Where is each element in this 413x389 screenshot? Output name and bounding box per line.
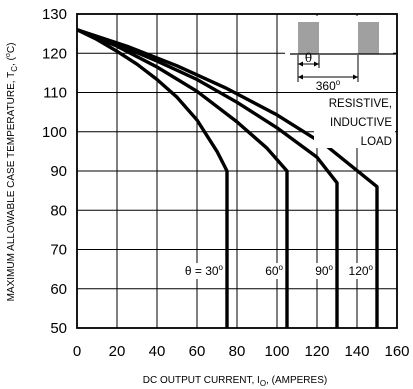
series-label-bg [342,263,375,280]
load-note-line-2: INDUCTIVE [330,117,392,129]
y-tick-label: 50 [50,320,67,337]
x-tick-labels: 0 20 40 60 80 100 120 140 160 [73,343,410,360]
series-label-bg [259,263,285,280]
y-tick-label: 60 [50,281,67,298]
series-line-1 [76,28,229,328]
series-labels: θ = 30o 60o 90o 120o [171,263,375,280]
x-tick-label: 20 [109,343,126,360]
series-label-1: θ = 30o [185,263,224,278]
pulse-2 [358,22,379,54]
waveform-inset: θ 360o [285,16,396,93]
y-tick-label: 70 [50,242,67,259]
y-tick-labels: 50 60 70 80 90 100 110 120 130 [42,6,67,337]
y-tick-label: 100 [42,124,67,141]
series-group [76,28,379,328]
load-note-line-3: LOAD [361,136,392,148]
x-axis-label: DC OUTPUT CURRENT, IO, (AMPERES) [143,375,327,388]
series-line-4 [76,28,379,328]
series-line-2 [76,28,289,328]
plot-frame [76,13,398,329]
x-tick-label: 140 [344,343,369,360]
y-tick-label: 90 [50,163,67,180]
inset-theta-label: θ [305,51,312,65]
load-note: RESISTIVE, INDUCTIVE LOAD [314,93,395,148]
x-tick-label: 120 [304,343,329,360]
series-label-bg [171,263,225,280]
series-label-4: 120o [349,263,374,278]
x-tick-label: 60 [189,343,206,360]
series-line-3 [76,28,339,328]
series-label-3: 90o [315,263,333,278]
y-tick-label: 80 [50,202,67,219]
x-tick-label: 80 [229,343,246,360]
x-tick-label: 160 [384,343,409,360]
y-axis-label: MAXIMUM ALLOWABLE CASE TEMPERATURE, TC, … [5,43,19,302]
y-tick-label: 120 [42,45,67,62]
pulse-1 [298,22,319,54]
x-tick-label: 40 [149,343,166,360]
load-note-line-1: RESISTIVE, [329,98,392,110]
x-tick-label: 0 [73,343,81,360]
series-label-bg [309,263,335,280]
y-tick-label: 110 [43,85,67,102]
y-tick-label: 130 [42,6,67,23]
inset-period-label: 360o [316,78,341,93]
x-tick-label: 100 [264,343,289,360]
series-label-2: 60o [265,263,283,278]
